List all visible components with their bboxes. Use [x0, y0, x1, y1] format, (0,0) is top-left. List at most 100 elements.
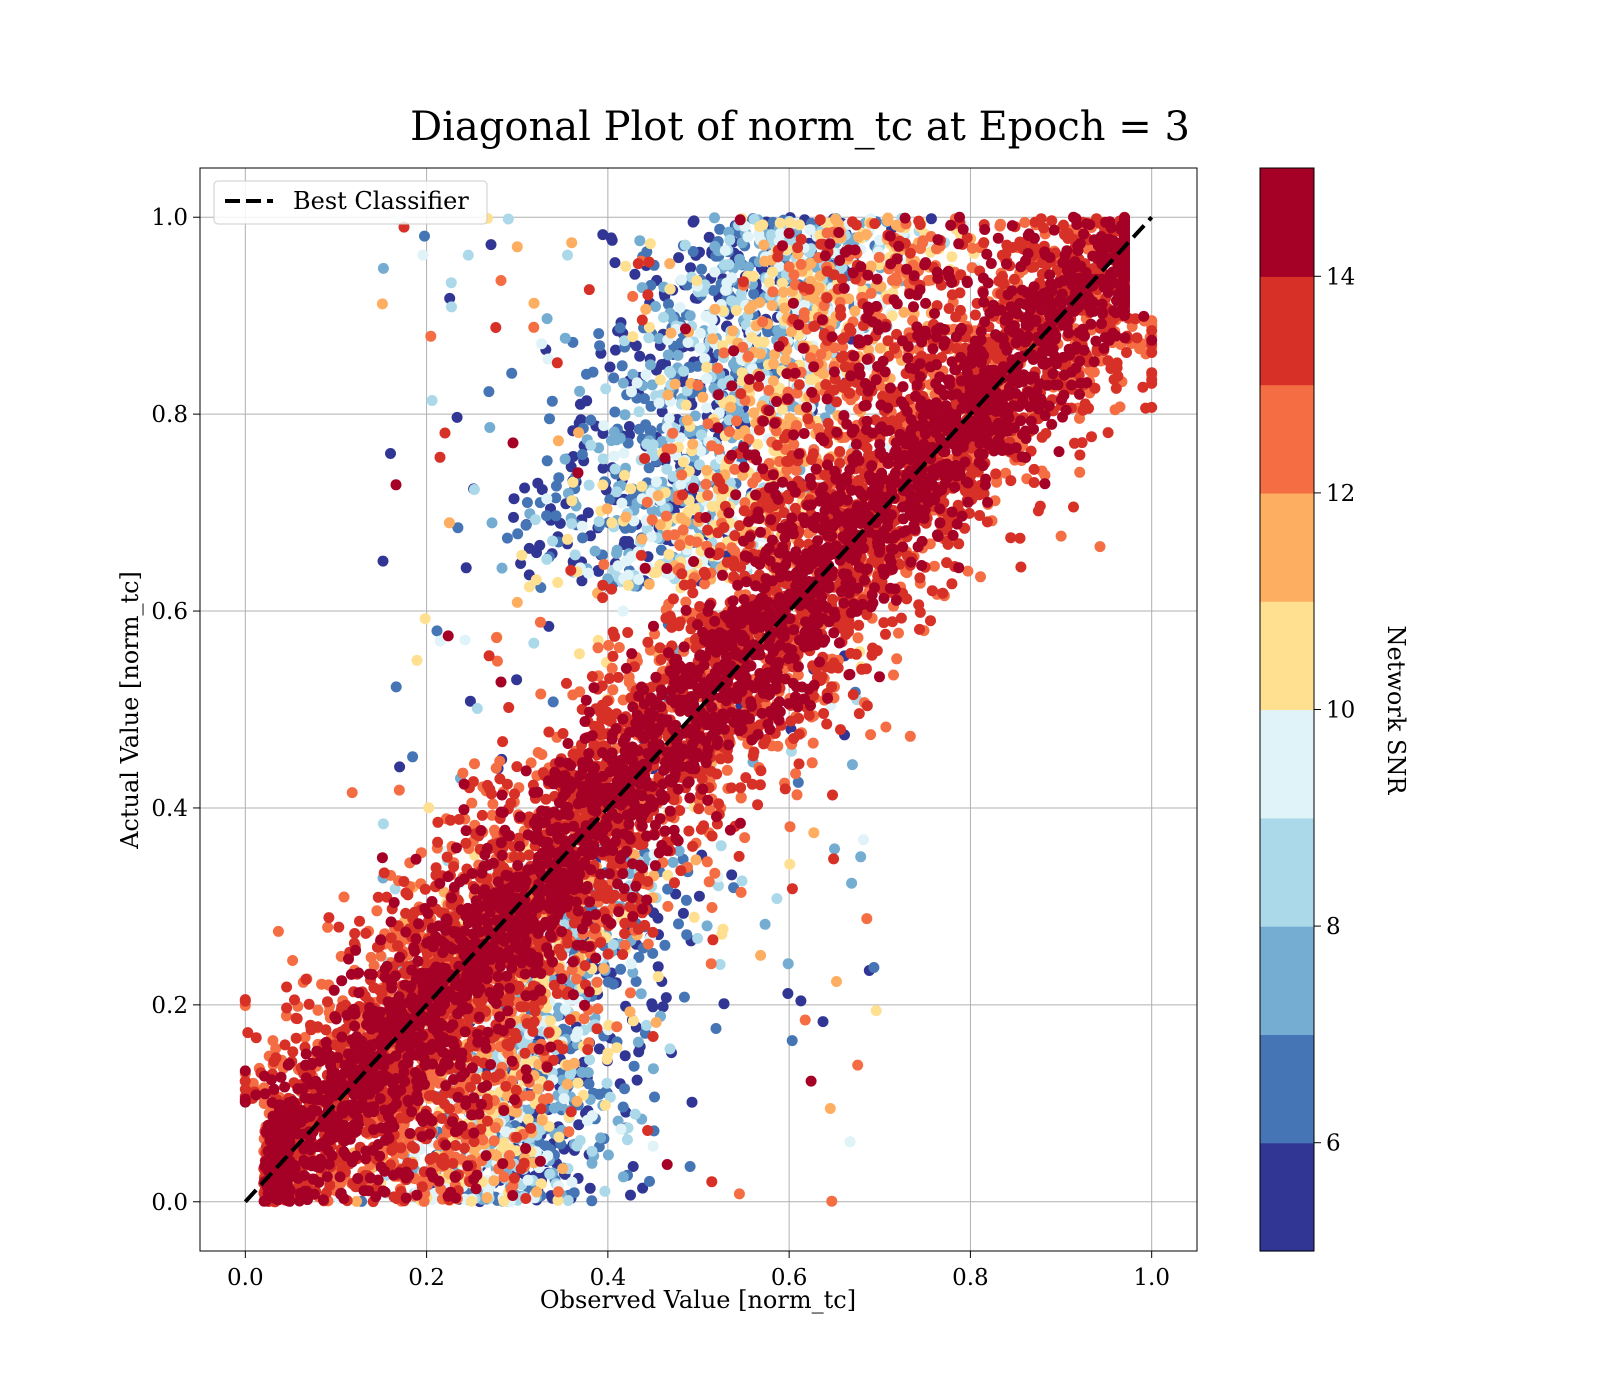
scatter-point: [557, 1163, 569, 1175]
scatter-point: [511, 596, 523, 608]
scatter-point: [719, 245, 731, 256]
scatter-point: [739, 832, 751, 844]
scatter-point: [457, 767, 469, 779]
scatter-point: [687, 216, 699, 228]
scatter-point: [617, 1171, 629, 1183]
scatter-point: [805, 374, 817, 385]
scatter-point: [674, 540, 686, 551]
scatter-point: [550, 510, 562, 522]
scatter-point: [636, 480, 648, 492]
scatter-point: [377, 262, 389, 274]
scatter-point: [486, 517, 498, 529]
scatter-point: [691, 275, 703, 287]
scatter-point: [622, 579, 634, 591]
scatter-point: [806, 757, 818, 769]
scatter-point: [444, 292, 456, 304]
scatter-point: [966, 242, 978, 254]
scatter-point: [550, 492, 562, 504]
scatter-point: [846, 759, 858, 771]
scatter-point: [767, 375, 779, 387]
scatter-point: [799, 299, 811, 311]
scatter-point: [688, 911, 700, 923]
scatter-point: [640, 369, 652, 381]
scatter-point: [501, 532, 513, 544]
scatter-point: [647, 947, 659, 959]
scatter-point: [502, 213, 514, 225]
scatter-point: [582, 567, 594, 579]
scatter-point: [898, 306, 910, 318]
scatter-point: [673, 252, 685, 264]
scatter-point: [604, 1091, 616, 1103]
scatter-point: [541, 553, 553, 565]
scatter-point: [995, 218, 1006, 230]
scatter-point: [715, 840, 727, 852]
scatter-point: [685, 262, 696, 274]
scatter-point: [678, 365, 690, 377]
scatter-point: [528, 321, 540, 333]
scatter-point: [707, 285, 719, 296]
scatter-point: [782, 958, 794, 970]
scatter-point: [625, 1189, 636, 1201]
scatter-point: [611, 547, 623, 559]
scatter-point: [792, 776, 804, 788]
scatter-point: [804, 224, 816, 236]
scatter-point: [852, 632, 864, 644]
scatter-point: [656, 436, 668, 447]
scatter-point: [552, 577, 564, 588]
scatter-point: [714, 959, 726, 970]
scatter-point: [768, 358, 780, 370]
scatter-point: [322, 921, 334, 933]
scatter-point: [675, 479, 687, 491]
scatter-point: [925, 213, 937, 225]
scatter-point: [602, 1149, 614, 1161]
scatter-point: [641, 438, 653, 450]
scatter-point: [712, 362, 724, 374]
scatter-point: [634, 235, 646, 247]
scatter-point: [667, 471, 679, 482]
scatter-point: [623, 421, 635, 432]
scatter-point: [726, 295, 738, 307]
scatter-point: [664, 258, 676, 270]
scatter-point: [377, 818, 389, 830]
scatter-point: [686, 1096, 698, 1108]
scatter-point: [567, 476, 579, 488]
scatter-point: [701, 920, 713, 932]
scatter-point: [576, 449, 588, 460]
scatter-point: [601, 503, 613, 515]
scatter-point: [608, 426, 620, 438]
scatter-point: [826, 1195, 838, 1207]
scatter-point: [619, 469, 630, 481]
scatter-point: [561, 1078, 573, 1090]
scatter-point: [713, 443, 725, 455]
scatter-point: [607, 939, 619, 951]
scatter-point: [917, 237, 928, 249]
scatter-point: [620, 511, 632, 523]
scatter-point: [829, 843, 840, 855]
scatter-point: [586, 1195, 598, 1207]
scatter-point: [607, 684, 619, 696]
scatter-point: [644, 238, 656, 250]
scatter-point: [643, 332, 655, 344]
scatter-point: [853, 231, 865, 243]
scatter-point: [678, 991, 690, 1003]
scatter-point: [649, 1091, 660, 1103]
scatter-point: [717, 923, 729, 935]
scatter-point: [623, 676, 635, 688]
scatter-point: [626, 386, 637, 398]
scatter-point: [496, 562, 508, 574]
scatter-point: [659, 939, 671, 951]
scatter-point: [742, 350, 754, 362]
scatter-point: [483, 386, 495, 398]
scatter-point: [788, 438, 800, 450]
scatter-point: [583, 1078, 595, 1090]
scatter-point: [534, 539, 546, 551]
scatter-point: [652, 912, 664, 924]
scatter-point: [642, 938, 654, 950]
scatter-point: [637, 1182, 649, 1194]
scatter-point: [731, 415, 742, 427]
scatter-point: [609, 406, 621, 418]
scatter-point: [661, 463, 673, 475]
scatter-point: [662, 900, 674, 912]
scatter-point: [791, 789, 803, 801]
scatter-point: [794, 219, 805, 231]
